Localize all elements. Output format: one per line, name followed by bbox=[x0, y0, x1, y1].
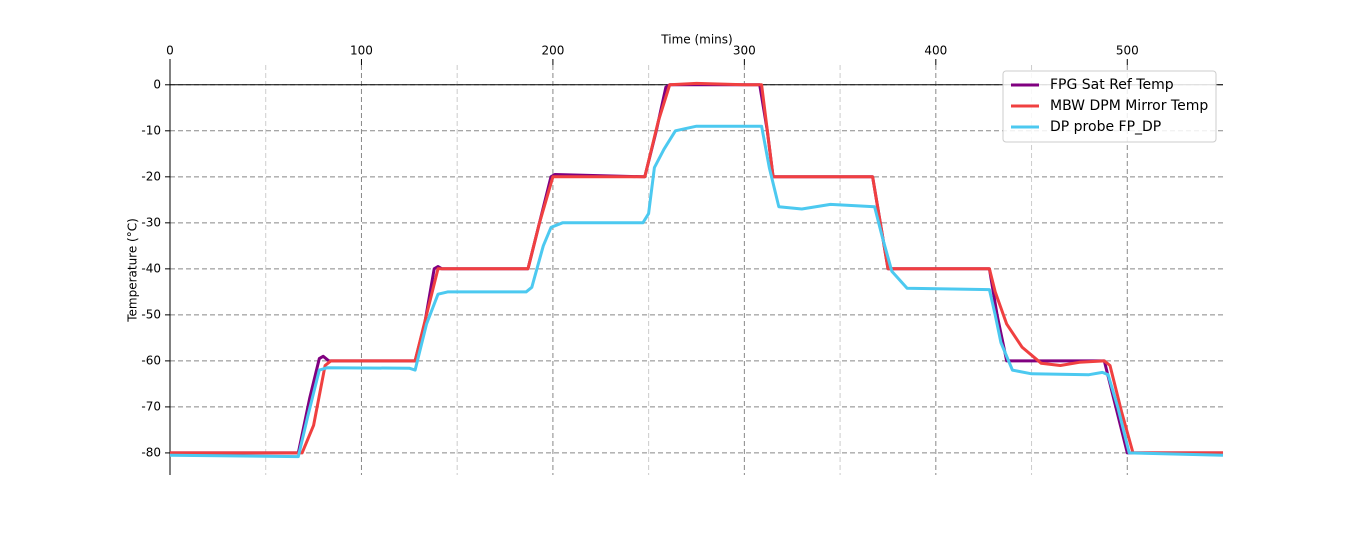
legend-label: FPG Sat Ref Temp bbox=[1050, 77, 1174, 93]
x-tick-label: 500 bbox=[1116, 44, 1139, 58]
y-tick-label: -30 bbox=[141, 215, 161, 229]
y-tick-label: -70 bbox=[141, 399, 161, 413]
y-axis-label: Temperature (°C) bbox=[126, 218, 140, 323]
y-tick-label: -20 bbox=[141, 169, 161, 183]
y-tick-label: -40 bbox=[141, 261, 161, 275]
x-tick-label: 0 bbox=[166, 44, 174, 58]
y-tick-label: -60 bbox=[141, 353, 161, 367]
series-line bbox=[170, 81, 1223, 455]
y-tick-label: -80 bbox=[141, 445, 161, 459]
x-tick-label: 100 bbox=[350, 44, 373, 58]
y-tick-label: 0 bbox=[153, 77, 161, 91]
series-line bbox=[169, 124, 1224, 459]
x-tick-label: 400 bbox=[924, 44, 947, 58]
y-tick-label: -50 bbox=[141, 307, 161, 321]
x-tick-label: 200 bbox=[541, 44, 564, 58]
x-axis-label: Time (mins) bbox=[660, 33, 732, 47]
legend-label: DP probe FP_DP bbox=[1050, 119, 1161, 135]
y-tick-label: -10 bbox=[141, 123, 161, 137]
legend-box bbox=[1002, 70, 1217, 143]
legend-label: MBW DPM Mirror Temp bbox=[1050, 98, 1208, 114]
x-tick-label: 300 bbox=[733, 44, 756, 58]
